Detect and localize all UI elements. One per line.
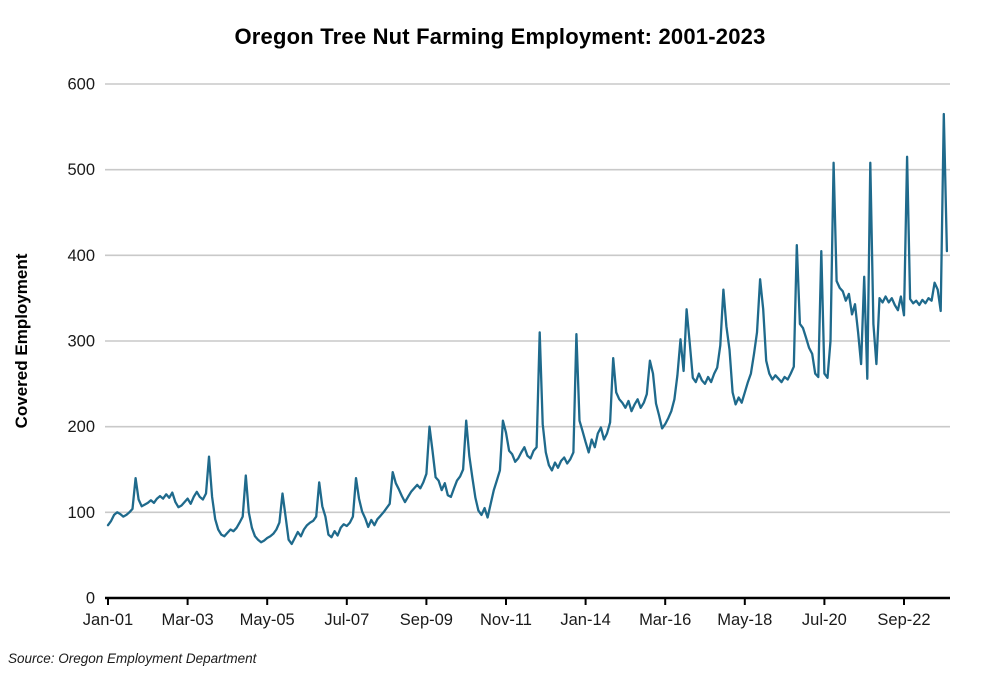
employment-series-line [106, 112, 949, 546]
y-tick-label: 400 [67, 247, 95, 265]
x-tick-label: Sep-22 [877, 611, 930, 629]
y-tick-label: 200 [67, 418, 95, 436]
y-tick-label: 0 [86, 590, 95, 608]
source-note: Source: Oregon Employment Department [8, 651, 257, 666]
x-tick-label: Mar-03 [161, 611, 213, 629]
x-tick-label: Jan-14 [560, 611, 610, 629]
x-tick-label: Mar-16 [639, 611, 691, 629]
y-tick-label: 500 [67, 161, 95, 179]
x-tick-label: Jul-07 [324, 611, 369, 629]
x-tick-label: May-05 [240, 611, 295, 629]
chart-title: Oregon Tree Nut Farming Employment: 2001… [234, 24, 766, 49]
x-tick-label: Jan-01 [83, 611, 133, 629]
x-tick-label: Nov-11 [480, 611, 532, 629]
x-tick-label: May-18 [717, 611, 772, 629]
y-tick-label: 100 [67, 504, 95, 522]
y-tick-label: 300 [67, 333, 95, 351]
x-tick-label: Sep-09 [400, 611, 453, 629]
y-tick-label: 600 [67, 76, 95, 94]
x-tick-label: Jul-20 [802, 611, 847, 629]
